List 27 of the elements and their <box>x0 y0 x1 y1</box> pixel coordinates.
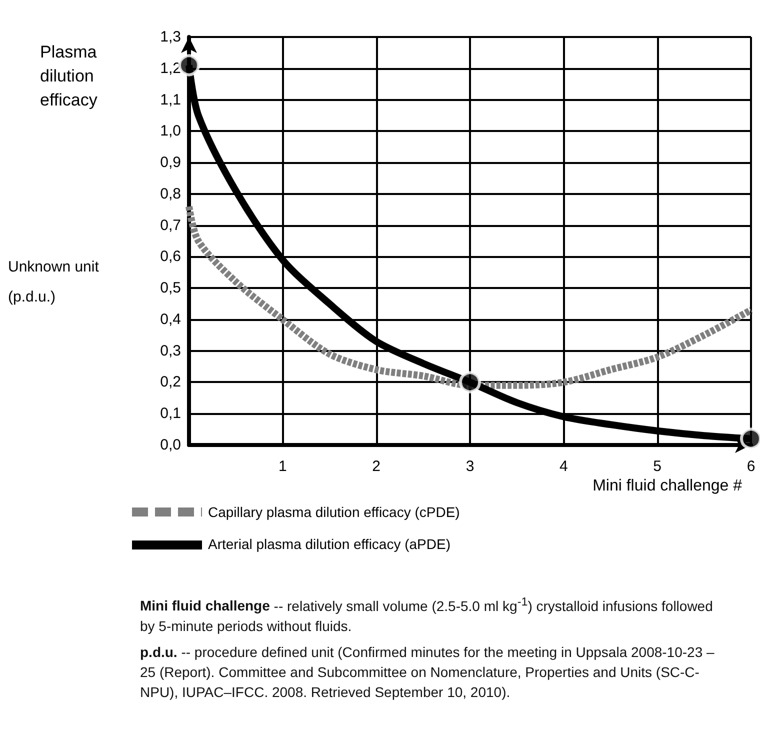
y-axis-title: Plasma dilution efficacy <box>40 42 102 110</box>
y-tick-label: 0,2 <box>160 374 181 391</box>
text: Unknown unit (p.d.u.) <box>8 258 104 306</box>
x-tick-label: 3 <box>466 458 474 475</box>
x-tick-label: 6 <box>746 458 756 475</box>
y-tick-label: 0,0 <box>160 436 181 454</box>
y-tick-label: 0,5 <box>160 280 181 297</box>
y-tick-label: 1,3 <box>160 28 181 46</box>
y-tick-label: 0,4 <box>160 310 181 328</box>
y-tick-label: 0,3 <box>160 342 181 360</box>
y-tick-label: 1,2 <box>160 60 181 77</box>
y-tick-label: 1,0 <box>160 122 181 140</box>
legend-label: Capillary plasma dilution efficacy (cPDE) <box>208 504 460 520</box>
y-tick-label: 0,1 <box>160 405 181 422</box>
y-tick-label: 0,7 <box>160 216 181 234</box>
x-axis-title: Mini fluid challenge # <box>592 478 742 494</box>
text: Mini fluid challenge -- relatively small volume (2.5-5.0 ml kg$^{-1}$) crystalloid infusions followed by 5-minute periods without fluids. <box>140 595 713 634</box>
y-tick-label: 0,9 <box>160 154 181 172</box>
legend-label: Arterial plasma dilution efficacy (aPDE) <box>208 536 451 552</box>
x-tick-label: 5 <box>653 458 662 475</box>
y-tick-label: 1,1 <box>160 91 181 108</box>
x-tick-label: 1 <box>278 458 287 475</box>
text: p.d.u. -- procedure defined unit (Confirmed minutes for the meeting in Uppsala 2008-10-23 – 25 (Report). Committee and Subcommittee on Nomenclature, Properties and Units (SC-C-NPU), IUPAC–IFCC. 2008. Retrieved September 10, 2010). <box>140 644 714 700</box>
y-tick-label: 0,8 <box>160 185 181 202</box>
x-tick-label: 4 <box>559 458 568 475</box>
x-tick-label: 2 <box>372 458 381 475</box>
y-tick-label: 0,6 <box>160 248 181 266</box>
